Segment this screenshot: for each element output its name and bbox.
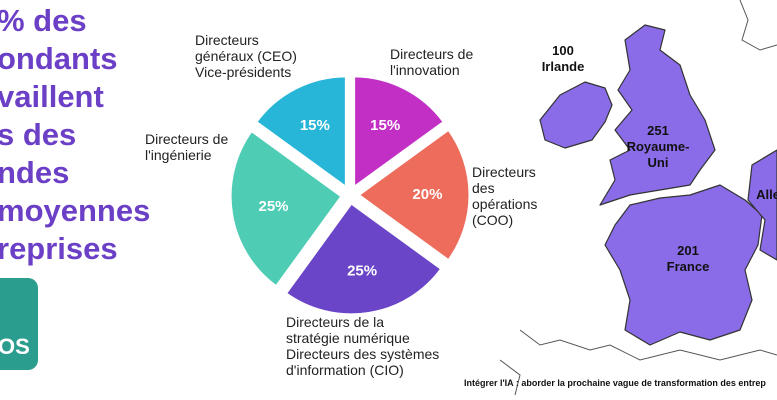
map-country: France [666, 259, 710, 274]
map-value: 100 [552, 43, 574, 58]
pie-slice [355, 127, 472, 263]
headline-line: % des [0, 3, 87, 38]
headline-line: ondants [0, 41, 118, 76]
map-value: 251 [647, 123, 669, 138]
logo-text: OS [0, 334, 30, 359]
slice-label: 20% [412, 186, 442, 203]
slice-label: 25% [347, 262, 377, 279]
map-label: 251 Royaume- Uni [627, 123, 690, 171]
map-country: Royaume- Uni [626, 139, 690, 170]
slice-label: 15% [300, 117, 330, 134]
map-country: Irlande [541, 59, 585, 74]
pie-slice [283, 200, 444, 317]
land-outline [499, 359, 521, 396]
category-label: Directeurs de la stratégie numérique Dir… [286, 314, 440, 378]
headline: % des ondants vaillent s des ndes moyennes rep… [0, 2, 150, 268]
united-kingdom [599, 24, 716, 206]
category-label: Directeurs de l'ingénierie [145, 131, 229, 163]
slice-label: 15% [370, 117, 400, 134]
pie-slice [228, 128, 345, 289]
slice-label: 25% [258, 198, 288, 215]
map-label: Alle [756, 187, 777, 203]
headline-line: reprises [0, 231, 118, 266]
category-label: Directeurs de l'innovation [390, 46, 474, 78]
pie-slice [253, 74, 348, 191]
france [604, 184, 763, 346]
map-label: 100 Irlande [542, 43, 585, 75]
map-label: 201 France [667, 243, 710, 275]
map-value: 201 [677, 243, 699, 258]
germany [747, 149, 777, 261]
logo: OS [0, 278, 38, 370]
pie-slice [352, 74, 447, 191]
headline-line: ndes [0, 155, 70, 190]
ireland [539, 81, 613, 149]
footer: Intégrer l'IA : aborder la prochaine vag… [464, 378, 766, 388]
land-outline [739, 0, 777, 51]
map-country: Alle [756, 187, 777, 202]
headline-line: vaillent [0, 79, 104, 114]
land-outline [519, 329, 777, 361]
category-label: Directeurs des opérations (COO) [472, 164, 538, 228]
headline-line: s des [0, 117, 77, 152]
category-label: Directeurs généraux (CEO) Vice-président… [195, 32, 297, 80]
headline-line: moyennes [0, 193, 151, 228]
